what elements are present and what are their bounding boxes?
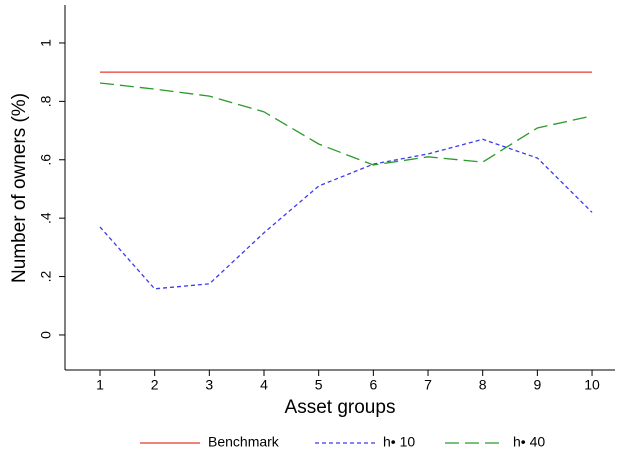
x-axis-title: Asset groups [285, 397, 396, 418]
x-tick-label: 7 [424, 377, 432, 393]
x-tick-label: 6 [369, 377, 377, 393]
y-tick-label: 1 [38, 39, 54, 47]
x-tick-label: 10 [584, 377, 600, 393]
y-axis-title: Number of owners (%) [9, 93, 30, 283]
x-tick-label: 5 [315, 377, 323, 393]
y-tick-label: .8 [38, 95, 54, 107]
y-tick-label: .4 [38, 212, 54, 224]
x-tick-label: 8 [479, 377, 487, 393]
legend-label: h• 40 [513, 434, 545, 450]
y-tick-label: 0 [38, 331, 54, 339]
x-tick-label: 9 [533, 377, 541, 393]
data-line [99, 82, 593, 166]
data-line [99, 138, 593, 290]
x-tick-label: 1 [96, 377, 104, 393]
legend-label: h• 10 [383, 434, 415, 450]
y-tick-label: .2 [38, 271, 54, 283]
x-tick-label: 2 [151, 377, 159, 393]
x-tick-label: 3 [205, 377, 213, 393]
y-tick-label: .6 [38, 154, 54, 166]
x-tick-label: 4 [260, 377, 268, 393]
legend-label: Benchmark [208, 434, 280, 450]
